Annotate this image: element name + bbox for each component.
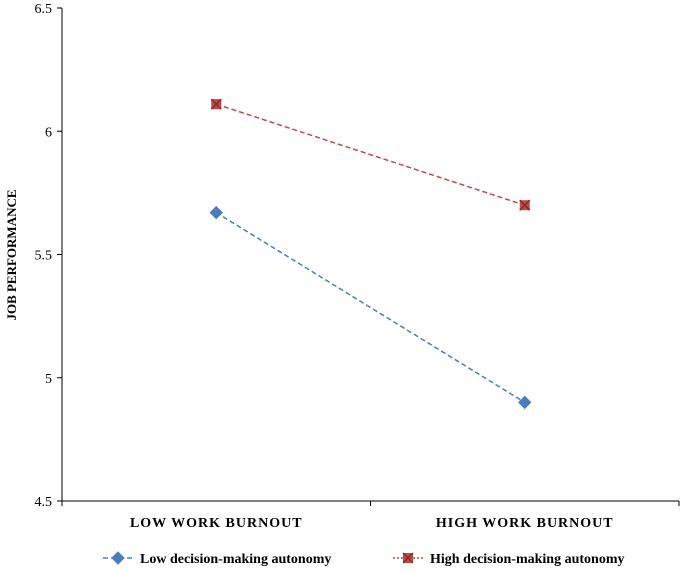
- x-category-label: LOW WORK BURNOUT: [130, 516, 303, 531]
- data-point: [209, 205, 223, 220]
- legend-label: Low decision-making autonomy: [140, 552, 331, 567]
- data-point: [518, 395, 532, 410]
- data-point: [519, 199, 531, 211]
- y-axis-title: JOB PERFORMANCE: [4, 189, 19, 320]
- series-layer: [209, 98, 532, 410]
- x-category-label: HIGH WORK BURNOUT: [436, 516, 614, 531]
- series-0: [209, 205, 532, 410]
- x-ticks: LOW WORK BURNOUT HIGH WORK BURNOUT: [61, 501, 680, 531]
- legend-marker: [111, 551, 125, 565]
- y-tick-label: 4.5: [35, 495, 53, 510]
- y-tick-label: 5.5: [35, 249, 53, 264]
- y-tick-label: 6: [45, 125, 52, 140]
- legend-item: High decision-making autonomy: [393, 552, 624, 567]
- y-tick-label: 6.5: [35, 2, 53, 17]
- chart-axes: [61, 8, 679, 502]
- y-tick-label: 5: [45, 372, 52, 387]
- legend: Low decision-making autonomy High decisio…: [103, 551, 624, 567]
- series-line: [215, 211, 526, 404]
- y-ticks: 4.5 5 5.5 6 6.5: [35, 2, 62, 510]
- series-1: [210, 98, 531, 211]
- data-point: [210, 98, 222, 110]
- legend-marker: [402, 552, 414, 564]
- legend-label: High decision-making autonomy: [430, 552, 624, 567]
- legend-item: Low decision-making autonomy: [103, 551, 331, 567]
- series-line: [216, 103, 525, 206]
